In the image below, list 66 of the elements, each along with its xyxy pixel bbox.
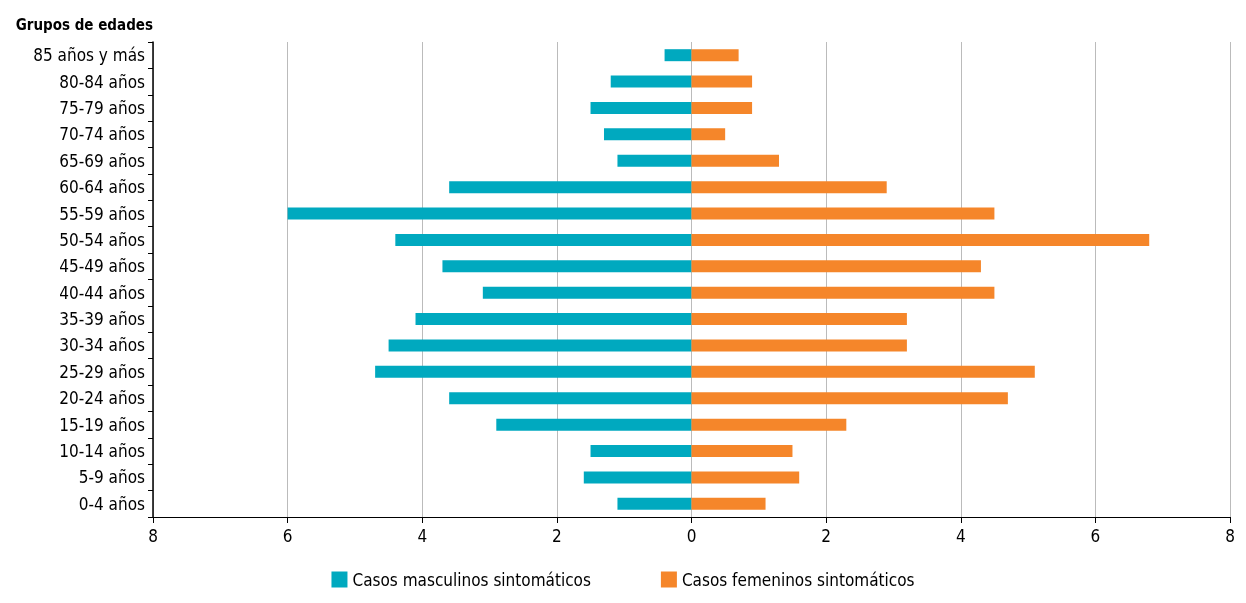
bar	[691, 233, 1150, 246]
bar	[395, 233, 692, 246]
bar	[691, 128, 726, 141]
bar	[691, 392, 1008, 405]
y-tick-label: 20-24 años	[59, 388, 146, 409]
bar	[388, 339, 692, 352]
bar	[449, 392, 692, 405]
y-axis-title: Grupos de edades	[15, 15, 153, 34]
bar	[496, 418, 692, 431]
bar	[691, 75, 753, 88]
y-tick-label: 65-69 años	[59, 150, 146, 171]
bar	[691, 101, 753, 114]
bar	[691, 339, 907, 352]
bar	[691, 471, 800, 484]
bar	[590, 445, 692, 458]
y-tick-label: 5-9 años	[78, 467, 146, 488]
y-tick-label: 85 años y más	[33, 45, 146, 66]
y-tick-label: 0-4 años	[78, 493, 146, 514]
y-tick-label: 10-14 años	[59, 441, 146, 462]
legend-label: Casos femeninos sintomáticos	[681, 569, 915, 590]
bar	[691, 445, 793, 458]
x-tick-label: 2	[821, 525, 831, 546]
bar	[610, 75, 692, 88]
y-tick-label: 25-29 años	[59, 361, 146, 382]
bar	[603, 128, 692, 141]
x-tick-label: 8	[148, 525, 158, 546]
bar	[664, 49, 692, 62]
x-tick-label: 0	[686, 525, 697, 546]
y-tick-label: 30-34 años	[59, 335, 146, 356]
y-tick-label: 70-74 años	[59, 124, 146, 145]
bar	[691, 154, 780, 167]
bar	[617, 497, 692, 510]
bar	[617, 154, 692, 167]
bar	[449, 181, 692, 194]
bar	[691, 207, 995, 220]
y-tick-label: 60-64 años	[59, 177, 146, 198]
bar	[590, 101, 692, 114]
bar	[583, 471, 692, 484]
bar	[375, 365, 692, 378]
x-tick-label: 2	[552, 525, 562, 546]
y-tick-label: 40-44 años	[59, 282, 146, 303]
x-tick-label: 4	[955, 525, 966, 546]
y-tick-label: 45-49 años	[59, 256, 146, 277]
bar	[482, 286, 692, 299]
x-tick-label: 6	[282, 525, 293, 546]
bar	[691, 49, 739, 62]
y-tick-label: 15-19 años	[59, 414, 146, 435]
bar	[691, 418, 847, 431]
legend-label: Casos masculinos sintomáticos	[352, 569, 591, 590]
bar	[415, 313, 692, 326]
y-tick-label: 35-39 años	[59, 309, 146, 330]
y-tick-label: 50-54 años	[59, 229, 146, 250]
bar	[287, 207, 692, 220]
bar	[442, 260, 692, 273]
bar	[691, 497, 766, 510]
bar	[691, 313, 907, 326]
x-tick-label: 4	[417, 525, 428, 546]
x-tick-label: 8	[1225, 525, 1235, 546]
x-tick-label: 6	[1090, 525, 1101, 546]
bar	[691, 365, 1035, 378]
y-tick-label: 55-59 años	[59, 203, 146, 224]
y-tick-label: 75-79 años	[59, 97, 146, 118]
y-tick-label: 80-84 años	[59, 71, 146, 92]
bar	[691, 260, 981, 273]
bar	[691, 286, 995, 299]
bar	[691, 181, 887, 194]
